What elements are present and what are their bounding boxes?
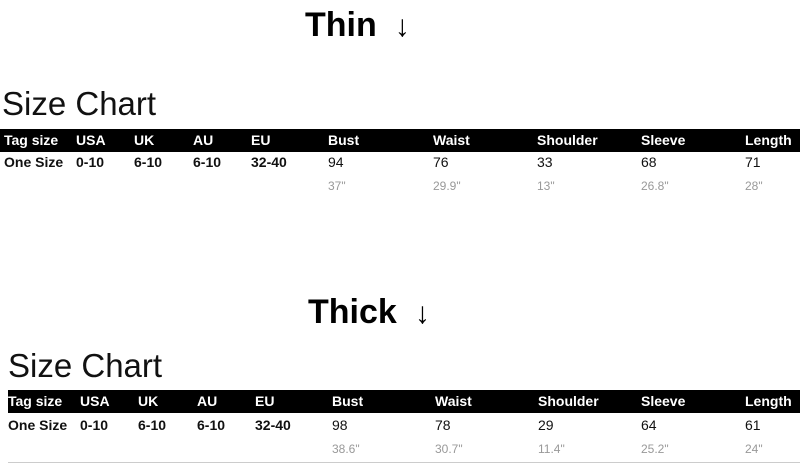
cell-eu: 32-40 xyxy=(255,417,291,433)
header-shoulder: Shoulder xyxy=(537,132,598,148)
cell-bust: 94 xyxy=(328,154,344,170)
inch-waist: 30.7" xyxy=(435,442,463,456)
header-tag-size: Tag size xyxy=(4,132,59,148)
inch-shoulder: 13" xyxy=(537,179,555,193)
variant-label: Thick xyxy=(308,293,397,331)
header-au: AU xyxy=(193,132,214,148)
header-waist: Waist xyxy=(435,393,472,409)
arrow-down-icon: ↓ xyxy=(394,10,410,43)
cell-length: 71 xyxy=(745,154,761,170)
inch-length: 28" xyxy=(745,179,763,193)
header-au: AU xyxy=(197,393,218,409)
inch-bust: 37" xyxy=(328,179,346,193)
header-bust: Bust xyxy=(328,132,360,148)
header-bust: Bust xyxy=(332,393,364,409)
header-eu: EU xyxy=(255,393,275,409)
header-tag-size: Tag size xyxy=(8,393,63,409)
table-header: Tag size USA UK AU EU Bust Waist Shoulde… xyxy=(0,129,800,152)
cell-tag-size: One Size xyxy=(8,417,68,433)
variant-heading: Thin ↓ xyxy=(305,6,410,45)
header-uk: UK xyxy=(134,132,155,148)
variant-heading: Thick ↓ xyxy=(308,293,430,332)
inch-sleeve: 26.8" xyxy=(641,179,669,193)
cell-uk: 6-10 xyxy=(134,154,163,170)
inch-shoulder: 11.4" xyxy=(538,442,565,456)
divider xyxy=(8,462,800,463)
cell-waist: 76 xyxy=(433,154,449,170)
cell-shoulder: 29 xyxy=(538,417,554,433)
header-sleeve: Sleeve xyxy=(641,393,686,409)
header-waist: Waist xyxy=(433,132,470,148)
cell-bust: 98 xyxy=(332,417,348,433)
header-length: Length xyxy=(745,393,792,409)
inch-length: 24" xyxy=(745,442,763,456)
header-uk: UK xyxy=(138,393,159,409)
arrow-down-icon: ↓ xyxy=(414,297,430,330)
cell-au: 6-10 xyxy=(193,154,222,170)
cell-uk: 6-10 xyxy=(138,417,167,433)
inch-bust: 38.6" xyxy=(332,442,360,456)
cell-sleeve: 64 xyxy=(641,417,657,433)
header-eu: EU xyxy=(251,132,271,148)
cell-usa: 0-10 xyxy=(80,417,109,433)
header-usa: USA xyxy=(76,132,106,148)
table-header: Tag size USA UK AU EU Bust Waist Shoulde… xyxy=(8,390,800,413)
header-length: Length xyxy=(745,132,792,148)
cell-sleeve: 68 xyxy=(641,154,657,170)
header-usa: USA xyxy=(80,393,110,409)
inch-waist: 29.9" xyxy=(433,179,461,193)
cell-shoulder: 33 xyxy=(537,154,553,170)
inch-sleeve: 25.2" xyxy=(641,442,669,456)
cell-usa: 0-10 xyxy=(76,154,105,170)
size-chart-title: Size Chart xyxy=(8,347,163,384)
cell-length: 61 xyxy=(745,417,761,433)
cell-eu: 32-40 xyxy=(251,154,287,170)
variant-label: Thin xyxy=(305,6,377,44)
cell-au: 6-10 xyxy=(197,417,226,433)
cell-tag-size: One Size xyxy=(4,154,64,170)
size-chart-title: Size Chart xyxy=(2,85,157,122)
header-shoulder: Shoulder xyxy=(538,393,599,409)
header-sleeve: Sleeve xyxy=(641,132,686,148)
cell-waist: 78 xyxy=(435,417,451,433)
